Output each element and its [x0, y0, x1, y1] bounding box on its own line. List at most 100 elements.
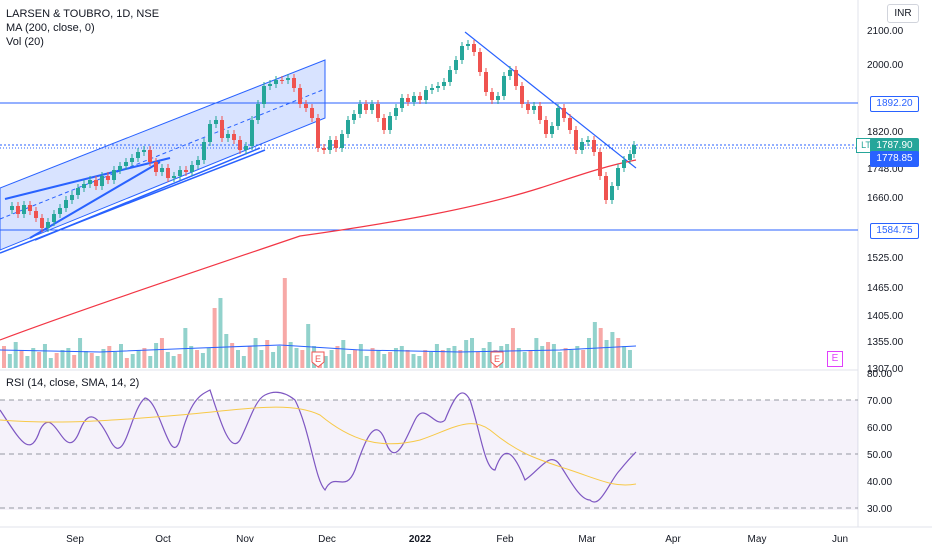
candle-body	[274, 80, 278, 84]
rsi-line	[0, 389, 637, 503]
volume-bar	[66, 348, 71, 368]
volume-bar	[557, 352, 562, 368]
volume-bar	[119, 344, 123, 368]
candle-body	[22, 205, 26, 214]
candle-body	[574, 130, 578, 150]
candle-body	[364, 104, 368, 110]
candle-body	[514, 70, 518, 86]
volume-bar	[271, 352, 276, 368]
downtrend-line	[464, 31, 637, 169]
time-axis-label: May	[748, 534, 767, 545]
candle-body	[118, 166, 122, 170]
candle-body	[412, 96, 416, 102]
earnings-upcoming-marker[interactable]: E	[827, 351, 843, 367]
volume-bar	[622, 346, 627, 368]
volume-bar	[300, 350, 305, 368]
candle-body	[208, 124, 212, 142]
volume-bar	[487, 342, 492, 368]
candle-body	[466, 44, 470, 46]
volume-bar	[335, 346, 340, 368]
currency-button[interactable]: INR	[887, 4, 919, 23]
volume-bar	[405, 350, 410, 368]
candle-body	[376, 104, 380, 118]
volume-bar	[54, 353, 59, 368]
candle-body	[34, 211, 38, 218]
candle-body	[334, 140, 338, 148]
volume-bar	[136, 350, 141, 368]
volume-bar	[475, 352, 480, 368]
candle-body	[88, 180, 92, 184]
volume-bar	[370, 348, 375, 368]
volume-bar	[83, 351, 88, 368]
symbol-title[interactable]: LARSEN & TOUBRO, 1D, NSE	[6, 8, 160, 20]
candle-body	[610, 186, 614, 200]
volume-bar	[306, 324, 311, 368]
volume-bar	[440, 350, 445, 368]
rsi-sma-line	[0, 406, 637, 486]
candle-body	[496, 96, 500, 100]
price-axis-label: 1525.00	[867, 253, 904, 264]
volume-bar	[124, 358, 129, 368]
volume-bar	[200, 353, 205, 368]
volume-bar	[189, 346, 194, 368]
candle-body	[292, 78, 296, 88]
volume-bar	[587, 338, 591, 368]
candle-body	[304, 104, 308, 108]
candle-body	[226, 134, 230, 138]
candle-body	[632, 145, 636, 154]
volume-bar	[522, 352, 527, 368]
candle-body	[196, 160, 200, 165]
volume-bar	[37, 352, 42, 368]
volume-bar	[142, 348, 147, 368]
rsi-band	[0, 400, 858, 510]
rsi-axis-label: 50.00	[867, 450, 892, 461]
volume-bar	[25, 356, 30, 368]
candle-body	[238, 140, 242, 150]
candle-body	[436, 86, 440, 88]
volume-bar	[247, 346, 252, 368]
candle-body	[244, 146, 248, 150]
candle-body	[124, 162, 128, 166]
wedge-upper-trendline	[4, 157, 171, 200]
volume-bar	[575, 346, 580, 368]
volume-indicator-label[interactable]: Vol (20)	[6, 36, 44, 48]
price-axis-label: 1465.00	[867, 283, 904, 294]
volume-bar	[364, 356, 369, 368]
candle-body	[148, 150, 152, 162]
candle-body	[430, 88, 434, 90]
candle-body	[58, 208, 62, 214]
volume-bar	[434, 344, 439, 368]
volume-bar	[7, 354, 12, 368]
volume-bar	[510, 328, 515, 368]
volume-bar	[2, 346, 6, 368]
volume-bar	[411, 354, 416, 368]
candle-body	[382, 118, 386, 130]
volume-bar	[616, 338, 621, 368]
volume-bar	[429, 352, 434, 368]
time-axis-label: Oct	[155, 534, 171, 545]
candle-body	[112, 170, 116, 180]
candle-body	[100, 176, 104, 186]
candle-body	[592, 140, 596, 152]
volume-bar	[183, 328, 188, 368]
candle-body	[262, 86, 266, 104]
volume-bar	[323, 356, 328, 368]
candle-body	[460, 46, 464, 60]
time-axis-label: Nov	[236, 534, 254, 545]
time-axis-label: 2022	[409, 534, 432, 545]
volume-bar	[452, 346, 457, 368]
candle-body	[394, 108, 398, 116]
volume-bar	[592, 322, 597, 368]
volume-bar	[329, 350, 334, 368]
candle-body	[154, 162, 158, 172]
candle-body	[352, 114, 356, 120]
rsi-indicator-label[interactable]: RSI (14, close, SMA, 14, 2)	[6, 377, 140, 389]
rsi-axis-label: 40.00	[867, 477, 892, 488]
volume-bar	[159, 338, 164, 368]
candle-body	[268, 84, 272, 86]
ma-indicator-label[interactable]: MA (200, close, 0)	[6, 22, 95, 34]
candle-body	[424, 90, 428, 100]
volume-bar	[195, 350, 200, 368]
candle-body	[418, 96, 422, 100]
